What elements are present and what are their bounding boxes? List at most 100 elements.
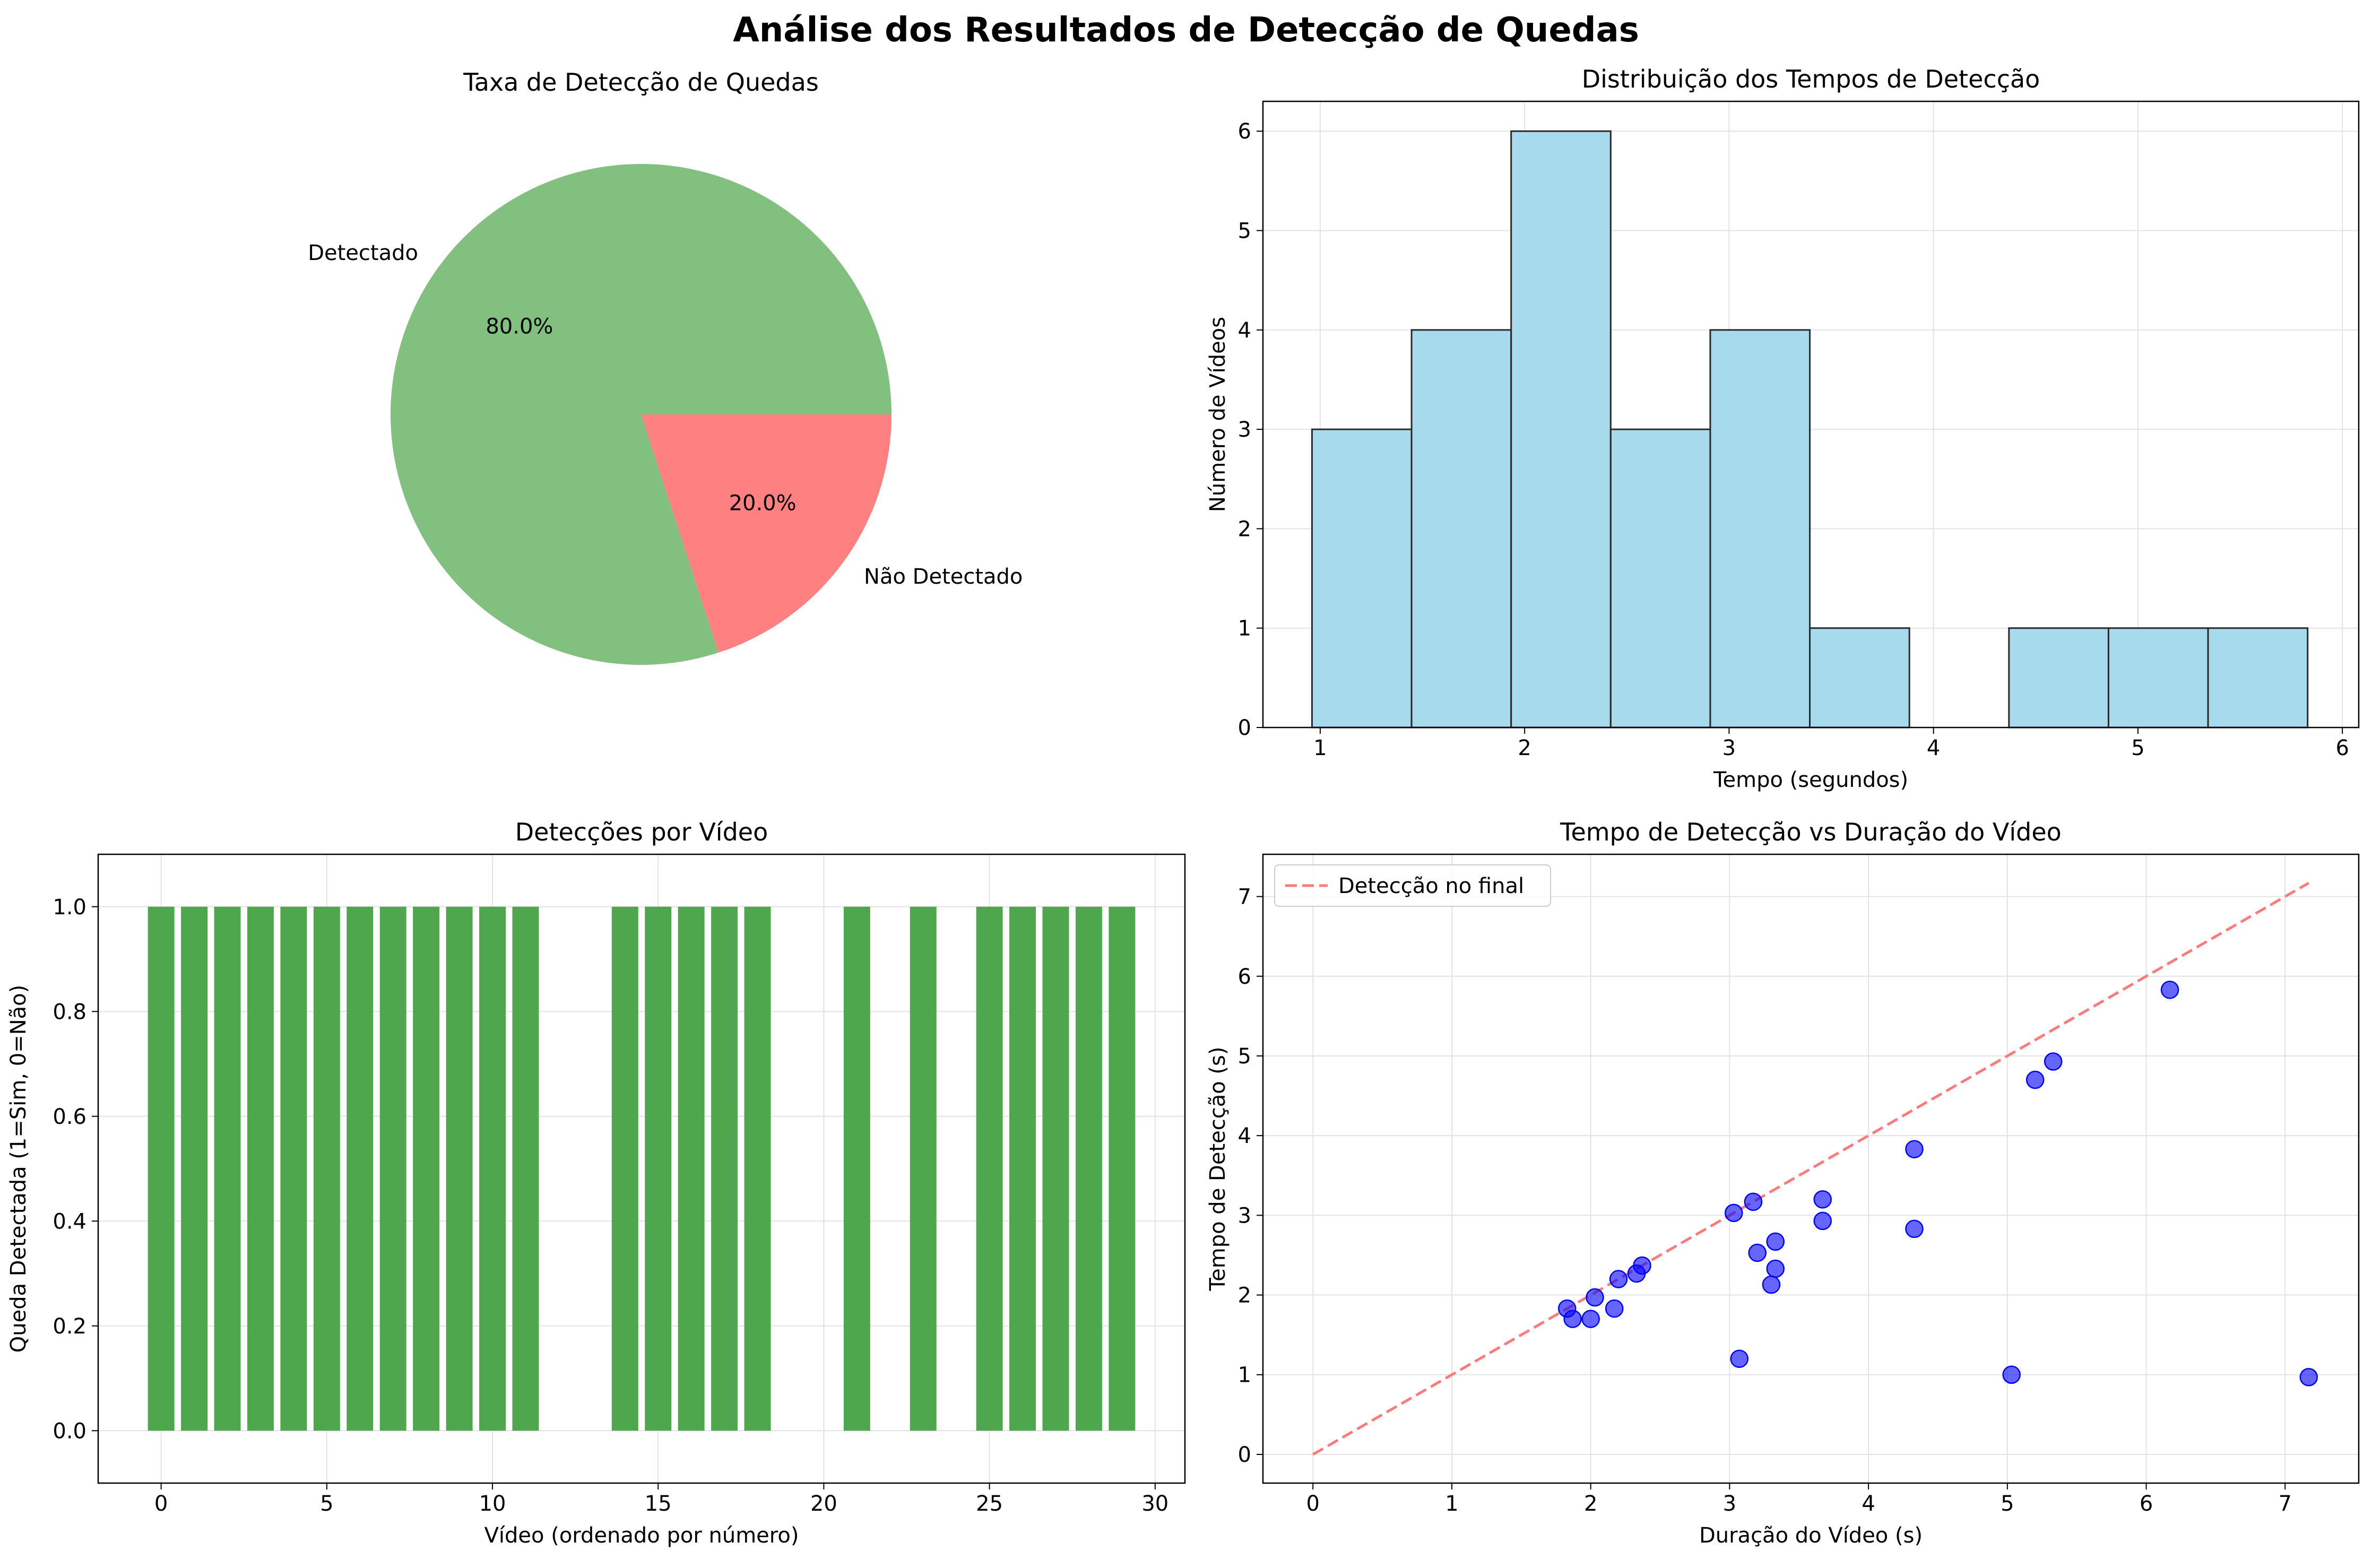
scatter-point: [1605, 1299, 1624, 1318]
pie-label: Não Detectado: [864, 565, 1023, 589]
x-tick-label: 4: [1927, 736, 1940, 760]
scatter-point: [1905, 1140, 1924, 1158]
x-tick-label: 2: [1584, 1492, 1597, 1516]
y-tick-label: 1: [1238, 617, 1251, 641]
plot-frame: [1262, 100, 2360, 729]
detection-bar: [976, 906, 1003, 1431]
detection-bar: [645, 906, 672, 1431]
y-tick-label: 0.0: [53, 1419, 86, 1443]
histogram-bar: [2008, 627, 2109, 729]
scatter-point: [1724, 1203, 1743, 1223]
x-tick-label: 2: [1518, 736, 1531, 760]
x-tick-label: 15: [645, 1492, 672, 1516]
scatter-point: [1581, 1310, 1600, 1328]
histogram-bar: [2207, 627, 2309, 729]
detection-bar: [711, 906, 738, 1431]
scatter-chart-panel: 0 1 2 3 4 5 6 7 0 1 2 3 4 5 6 7 Detecção no final Tempo d…: [1206, 818, 2360, 1548]
scatter-point: [1813, 1211, 1832, 1231]
y-axis-label: Número de Vídeos: [1206, 317, 1230, 512]
bar-chart-panel: 0 5 10 15 20 25 30 0.0 0.2 0.4 0.6 0.8 1.0 Detecções …: [6, 818, 1186, 1548]
legend: Detecção no final: [1274, 864, 1551, 907]
detection-bar: [744, 906, 771, 1431]
histogram-bar: [1311, 428, 1413, 729]
chart-title: Taxa de Detecção de Quedas: [463, 68, 819, 97]
y-tick-label: 1: [1238, 1363, 1251, 1388]
detection-bar: [910, 906, 937, 1431]
x-tick-label: 30: [1141, 1492, 1168, 1516]
scatter-point: [2002, 1365, 2021, 1384]
detection-bar: [347, 906, 374, 1431]
scatter-point: [2299, 1367, 2318, 1387]
y-tick-label: 2: [1238, 517, 1251, 541]
detection-bar: [181, 906, 208, 1431]
scatter-point: [1905, 1219, 1924, 1238]
detection-bar: [446, 906, 473, 1431]
x-tick-label: 5: [2131, 736, 2144, 760]
scatter-point: [1766, 1259, 1785, 1278]
plot-frame: [97, 853, 1186, 1484]
scatter-point: [1766, 1232, 1785, 1251]
y-tick-label: 6: [1238, 119, 1251, 144]
figure-title: Análise dos Resultados de Detecção de Qu…: [733, 11, 1639, 50]
x-tick-label: 1: [1445, 1492, 1458, 1516]
scatter-point: [1563, 1310, 1582, 1328]
scatter-point: [2160, 981, 2179, 999]
detection-bar: [512, 906, 539, 1431]
detection-bar: [479, 906, 506, 1431]
x-tick-label: 6: [2140, 1492, 2153, 1516]
y-tick-label: 0: [1238, 716, 1251, 740]
y-axis-label: Tempo de Detecção (s): [1206, 1047, 1230, 1292]
histogram-bar: [1709, 329, 1811, 729]
x-tick-label: 3: [1722, 736, 1736, 760]
legend-box: [1274, 864, 1551, 907]
histogram-panel: 1 2 3 4 5 6 0 1 2 3 4 5 6 Distribuição dos Tempos de …: [1206, 65, 2360, 792]
x-tick-label: 0: [1306, 1492, 1319, 1516]
detection-bar: [1009, 906, 1036, 1431]
y-tick-label: 5: [1238, 1044, 1251, 1069]
detection-bar: [280, 906, 307, 1431]
chart-title: Tempo de Detecção vs Duração do Vídeo: [1560, 818, 2062, 846]
y-tick-label: 5: [1238, 219, 1251, 243]
x-tick-label: 25: [976, 1492, 1003, 1516]
x-tick-label: 1: [1313, 736, 1327, 760]
chart-title: Distribuição dos Tempos de Detecção: [1582, 65, 2040, 93]
y-tick-label: 0.6: [53, 1105, 86, 1129]
scatter-point: [2044, 1052, 2063, 1071]
chart-title: Detecções por Vídeo: [515, 818, 768, 846]
detection-bar: [247, 906, 274, 1431]
plot-frame: [1262, 853, 2360, 1484]
y-tick-label: 3: [1238, 418, 1251, 442]
histogram-bar: [1609, 428, 1711, 729]
reference-line-detection-at-end: [1312, 881, 2310, 1456]
detection-bar: [313, 906, 340, 1431]
y-tick-label: 0.8: [53, 1000, 86, 1024]
pie-label: Detectado: [308, 241, 418, 265]
y-tick-label: 4: [1238, 1124, 1251, 1148]
x-axis-label: Vídeo (ordenado por número): [484, 1523, 799, 1548]
scatter-point: [1748, 1243, 1767, 1262]
y-tick-label: 7: [1238, 885, 1251, 909]
y-tick-label: 6: [1238, 965, 1251, 989]
detection-bar: [214, 906, 241, 1431]
detection-bar: [379, 906, 406, 1431]
x-tick-label: 5: [320, 1492, 333, 1516]
x-tick-label: 0: [154, 1492, 168, 1516]
y-tick-label: 0.2: [53, 1314, 86, 1339]
x-tick-label: 3: [1723, 1492, 1736, 1516]
pie-percent-label: 20.0%: [729, 491, 797, 515]
scatter-point: [1744, 1192, 1763, 1211]
pie-chart-panel: Taxa de Detecção de Quedas Detectado 80.0%…: [308, 68, 1023, 665]
histogram-bar: [2107, 627, 2209, 729]
detection-bar: [1042, 906, 1069, 1431]
scatter-point: [1762, 1275, 1781, 1294]
detection-bar: [678, 906, 705, 1431]
scatter-point: [2025, 1070, 2045, 1089]
scatter-point: [1730, 1349, 1748, 1368]
x-axis-label: Tempo (segundos): [1713, 768, 1908, 792]
y-tick-label: 3: [1238, 1203, 1251, 1228]
detection-bar: [611, 906, 638, 1431]
pie-slice-nao-detectado: [641, 414, 891, 653]
y-axis-label: Queda Detectada (1=Sim, 0=Não): [6, 985, 31, 1353]
x-tick-label: 4: [1862, 1492, 1875, 1516]
